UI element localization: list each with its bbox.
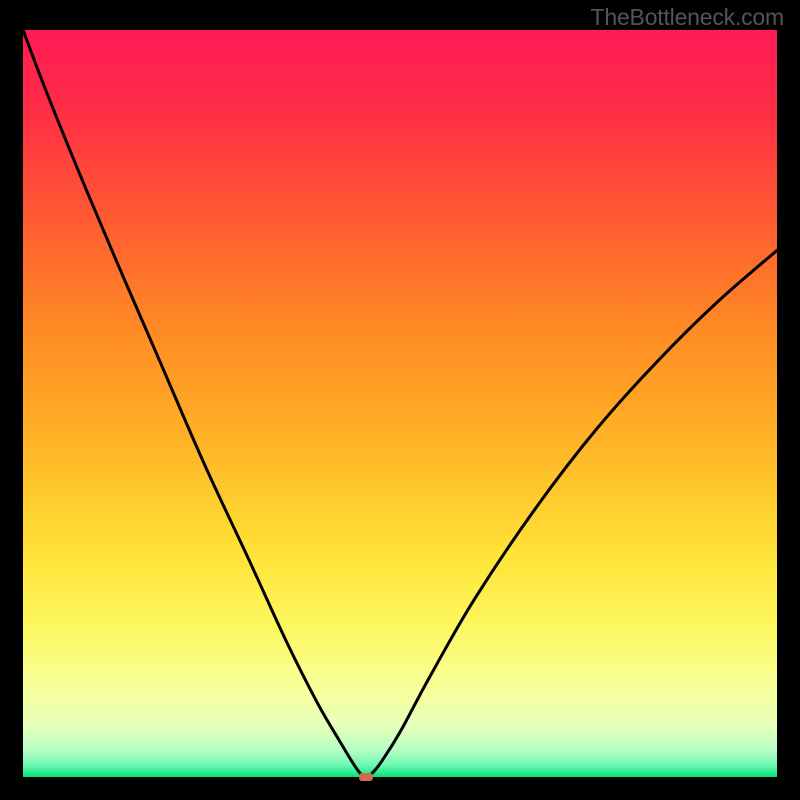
bottleneck-curve — [23, 30, 777, 777]
watermark-text: TheBottleneck.com — [591, 4, 784, 31]
outer-frame: TheBottleneck.com — [0, 0, 800, 800]
plot-area — [23, 30, 777, 777]
optimal-point-marker — [359, 773, 373, 780]
